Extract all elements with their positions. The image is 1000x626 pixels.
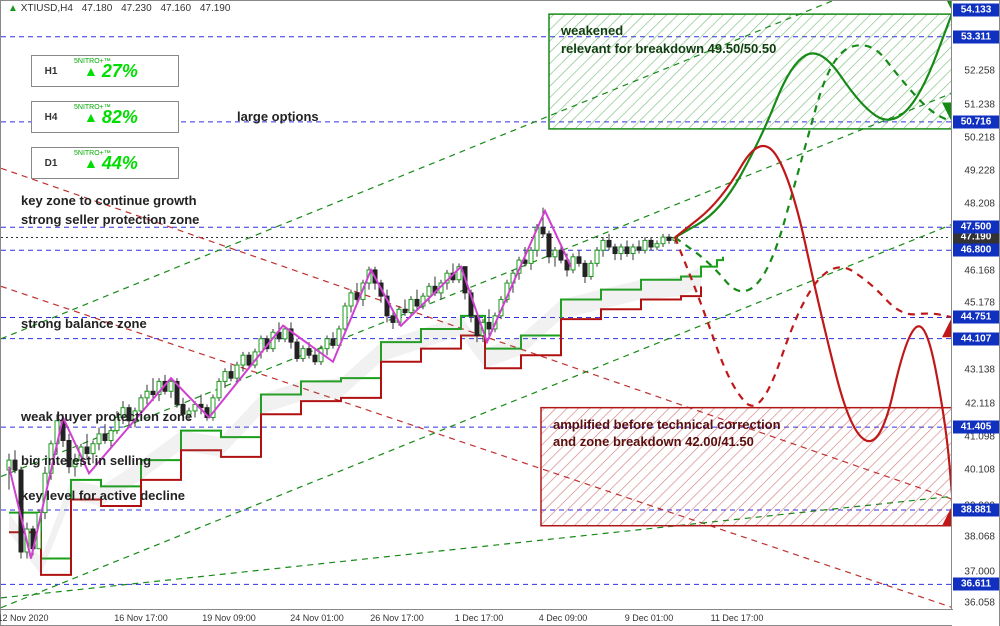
arrow-up-icon: ▲ bbox=[84, 109, 98, 125]
arrow-up-icon: ▲ bbox=[84, 63, 98, 79]
zone-text-red: amplified before technical correctionand… bbox=[553, 416, 781, 451]
x-tick: 11 Dec 17:00 bbox=[711, 613, 764, 623]
y-price-label: 54.133 bbox=[953, 3, 999, 16]
nitro-brand: 5NITRO+™ bbox=[74, 150, 111, 157]
y-axis: 36.05836.61137.00038.06838.88139.00040.1… bbox=[951, 1, 999, 626]
annotation: large options bbox=[237, 109, 319, 124]
y-price-label: 44.107 bbox=[953, 332, 999, 345]
y-price-label: 53.311 bbox=[953, 30, 999, 43]
x-tick: 9 Dec 01:00 bbox=[625, 613, 674, 623]
nitro-indicator-h1: H15NITRO+™▲27% bbox=[31, 55, 179, 87]
x-tick: 19 Nov 09:00 bbox=[202, 613, 256, 623]
annotation: strong seller protection zone bbox=[21, 212, 199, 227]
zone-text-green: weakenedrelevant for breakdown 49.50/50.… bbox=[561, 22, 776, 57]
plot-area[interactable]: large options key zone to continue growth… bbox=[1, 1, 953, 611]
chart-root: ▲ XTIUSD,H4 47.180 47.230 47.160 47.190 … bbox=[0, 0, 1000, 626]
y-price-label: 38.881 bbox=[953, 503, 999, 516]
annotation: weak buyer protection zone bbox=[21, 409, 192, 424]
y-tick: 51.238 bbox=[964, 99, 995, 110]
nitro-tf: D1 bbox=[38, 158, 64, 169]
nitro-indicator-d1: D15NITRO+™▲44% bbox=[31, 147, 179, 179]
x-tick: 12 Nov 2020 bbox=[0, 613, 49, 623]
y-tick: 49.228 bbox=[964, 165, 995, 176]
y-tick: 50.218 bbox=[964, 133, 995, 144]
x-axis: 12 Nov 2020 16 Nov 17:00 19 Nov 09:00 24 No… bbox=[1, 609, 953, 625]
x-tick: 26 Nov 17:00 bbox=[370, 613, 424, 623]
x-tick: 16 Nov 17:00 bbox=[114, 613, 168, 623]
x-tick: 1 Dec 17:00 bbox=[455, 613, 504, 623]
nitro-indicator-h4: H45NITRO+™▲82% bbox=[31, 101, 179, 133]
nitro-brand: 5NITRO+™ bbox=[74, 104, 111, 111]
nitro-brand: 5NITRO+™ bbox=[74, 58, 111, 65]
y-tick: 36.058 bbox=[964, 597, 995, 608]
y-tick: 43.138 bbox=[964, 365, 995, 376]
y-price-label: 50.716 bbox=[953, 115, 999, 128]
y-price-label: 44.751 bbox=[953, 311, 999, 324]
nitro-tf: H4 bbox=[38, 112, 64, 123]
x-tick: 24 Nov 01:00 bbox=[290, 613, 344, 623]
y-tick: 52.258 bbox=[964, 66, 995, 77]
annotation: key level for active decline bbox=[21, 488, 185, 503]
annotation: big interest in selling bbox=[21, 453, 151, 468]
y-price-label: 46.800 bbox=[953, 244, 999, 257]
nitro-tf: H1 bbox=[38, 66, 64, 77]
y-tick: 48.208 bbox=[964, 199, 995, 210]
y-tick: 37.000 bbox=[964, 566, 995, 577]
y-tick: 38.068 bbox=[964, 531, 995, 542]
x-tick: 4 Dec 09:00 bbox=[539, 613, 588, 623]
y-price-label: 47.500 bbox=[953, 221, 999, 234]
y-price-label: 36.611 bbox=[953, 578, 999, 591]
y-tick: 45.178 bbox=[964, 298, 995, 309]
arrow-up-icon: ▲ bbox=[84, 155, 98, 171]
y-tick: 40.108 bbox=[964, 464, 995, 475]
y-price-label: 41.405 bbox=[953, 421, 999, 434]
annotation: key zone to continue growth bbox=[21, 193, 197, 208]
y-tick: 46.168 bbox=[964, 265, 995, 276]
annotation: strong balance zone bbox=[21, 316, 147, 331]
y-tick: 42.118 bbox=[965, 398, 995, 409]
